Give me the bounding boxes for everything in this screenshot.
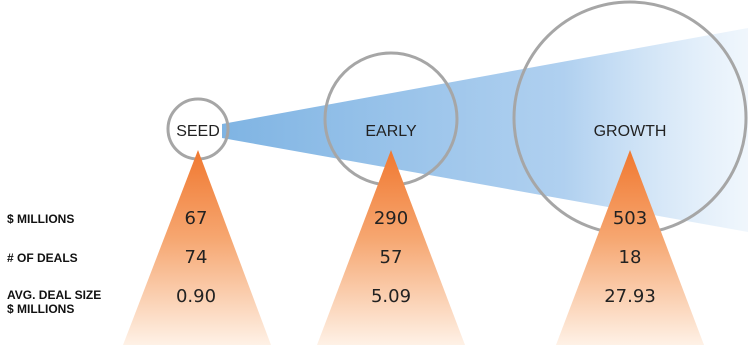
early-pyramid xyxy=(317,150,465,345)
seed-pyramid xyxy=(123,150,271,345)
early-avg-value: 5.09 xyxy=(371,286,411,307)
early-dollars-value: 290 xyxy=(374,208,408,229)
growth-label: GROWTH xyxy=(594,123,667,140)
growth-avg-value: 27.93 xyxy=(604,286,656,307)
seed-dollars-value: 67 xyxy=(185,208,208,229)
growth-pyramid xyxy=(556,150,704,345)
row-label-deals: # OF DEALS xyxy=(7,251,78,265)
row-label-avg-line2: $ MILLIONS xyxy=(7,302,74,316)
seed-deals-value: 74 xyxy=(185,247,208,268)
row-label-dollars: $ MILLIONS xyxy=(7,212,74,226)
row-label-avg-line1: AVG. DEAL SIZE xyxy=(7,288,101,302)
seed-avg-value: 0.90 xyxy=(176,286,216,307)
seed-label: SEED xyxy=(176,123,220,140)
growth-deals-value: 18 xyxy=(619,247,642,268)
early-label: EARLY xyxy=(365,123,417,140)
early-deals-value: 57 xyxy=(380,247,403,268)
growth-beam xyxy=(222,28,748,232)
growth-dollars-value: 503 xyxy=(613,208,647,229)
